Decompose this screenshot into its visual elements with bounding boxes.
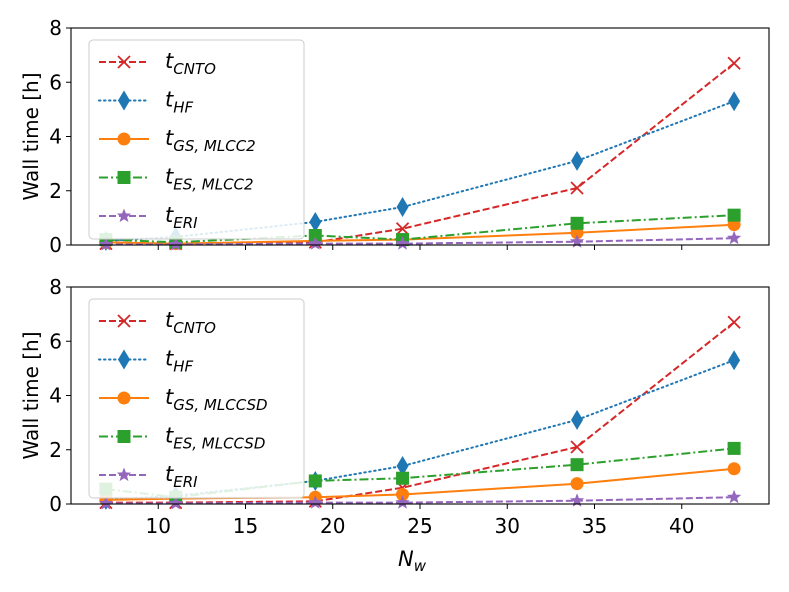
legend-label-hf: tHF	[165, 88, 194, 117]
chart-panel-1: 0 2 4 6 8 Wall time [h] tCNTO tHF tGS, MLCC2 tES,…	[19, 16, 770, 257]
y-axis-label: Wall time [h]	[19, 331, 43, 459]
legend-label-eri: tERI	[165, 203, 198, 232]
series-line-es-mlcc2	[105, 214, 735, 244]
x-tick-label: 20	[320, 514, 345, 538]
data-point-gs-mlccsd	[727, 462, 741, 476]
legend-marker-eri	[116, 467, 132, 482]
x-tick-label: 10	[146, 514, 171, 538]
data-point-eri	[726, 489, 742, 504]
data-point-eri	[395, 495, 410, 509]
y-tick-label: 4	[49, 125, 62, 149]
y-tick-label: 0	[49, 233, 62, 257]
x-tick-label: 15	[233, 514, 258, 538]
data-point-eri	[395, 236, 410, 250]
data-point-eri	[98, 495, 114, 510]
series-line-hf	[104, 100, 736, 242]
legend: tCNTO tHF tGS, MLCCSD tES, MLCCSD tERI	[88, 298, 305, 499]
data-point-cnto	[570, 181, 584, 195]
series-line-hf	[104, 359, 736, 501]
y-tick-label: 6	[49, 70, 62, 94]
data-point-hf	[728, 91, 741, 112]
data-point-gs-mlccsd	[570, 477, 584, 491]
data-point-es-mlcc2	[570, 216, 584, 230]
series-line-cnto	[105, 321, 735, 504]
data-point-eri	[569, 493, 585, 507]
data-point-cnto	[727, 315, 741, 329]
x-tick-label: 40	[669, 514, 694, 538]
data-point-cnto	[570, 440, 584, 454]
data-point-es-mlcc2	[308, 229, 322, 243]
y-tick-label: 0	[49, 492, 62, 516]
data-point-eri	[308, 495, 323, 509]
legend-label-eri: tERI	[165, 462, 198, 491]
data-point-hf	[396, 456, 409, 477]
legend-marker-es-mlccsd	[117, 430, 131, 443]
y-tick-label: 8	[49, 16, 62, 40]
legend-box	[88, 298, 305, 499]
data-point-es-mlccsd	[396, 471, 410, 485]
data-point-hf	[571, 409, 584, 430]
series-line-cnto	[105, 62, 735, 245]
data-point-eri	[308, 236, 323, 250]
data-point-eri	[168, 236, 183, 251]
series-line-gs-mlccsd	[105, 467, 735, 501]
legend-marker-cnto	[117, 314, 131, 328]
data-point-es-mlccsd	[727, 441, 741, 455]
y-tick-label: 8	[49, 275, 62, 299]
legend-label-hf: tHF	[165, 347, 194, 376]
data-point-hf	[728, 350, 741, 371]
y-axis-label: Wall time [h]	[19, 72, 43, 200]
data-point-cnto	[395, 222, 410, 236]
legend-marker-hf	[118, 349, 130, 370]
data-point-hf	[309, 211, 322, 232]
data-point-eri	[569, 234, 585, 248]
series-line-eri	[105, 496, 735, 505]
legend: tCNTO tHF tGS, MLCC2 tES, MLCC2 tERI	[88, 39, 305, 240]
data-point-eri	[726, 230, 742, 245]
data-point-es-mlccsd	[308, 474, 322, 488]
y-tick-label: 2	[49, 438, 62, 462]
y-tick-label: 6	[49, 329, 62, 353]
legend-label-gs-mlccsd: tGS, MLCCSD	[165, 385, 268, 414]
data-point-es-mlccsd	[570, 458, 584, 472]
series-line-eri	[105, 237, 735, 246]
data-point-eri	[168, 495, 183, 510]
y-tick-label: 2	[49, 179, 62, 203]
legend-marker-cnto	[117, 55, 131, 69]
data-point-es-mlcc2	[727, 208, 741, 222]
data-point-hf	[396, 197, 409, 218]
legend-marker-es-mlcc2	[117, 171, 131, 184]
data-point-hf	[571, 150, 584, 171]
legend-marker-gs-mlccsd	[117, 391, 131, 405]
data-point-gs-mlccsd	[396, 488, 410, 502]
data-point-cnto	[727, 56, 741, 70]
x-tick-label: 25	[407, 514, 432, 538]
legend-box	[88, 39, 305, 240]
legend-label-gs-mlcc2: tGS, MLCC2	[165, 126, 256, 155]
legend-marker-hf	[118, 90, 130, 111]
legend-label-cnto: tCNTO	[165, 308, 216, 337]
series-line-gs-mlcc2	[105, 223, 735, 245]
legend-marker-gs-mlcc2	[117, 132, 131, 146]
x-tick-label: 30	[495, 514, 520, 538]
y-tick-label: 4	[49, 384, 62, 408]
x-axis-label: Nw	[398, 547, 427, 575]
x-tick-label: 35	[582, 514, 607, 538]
legend-marker-eri	[116, 208, 132, 223]
data-point-eri	[98, 236, 114, 251]
legend-label-es-mlccsd: tES, MLCCSD	[165, 424, 265, 453]
legend-label-es-mlcc2: tES, MLCC2	[165, 165, 254, 194]
legend-label-cnto: tCNTO	[165, 49, 216, 78]
